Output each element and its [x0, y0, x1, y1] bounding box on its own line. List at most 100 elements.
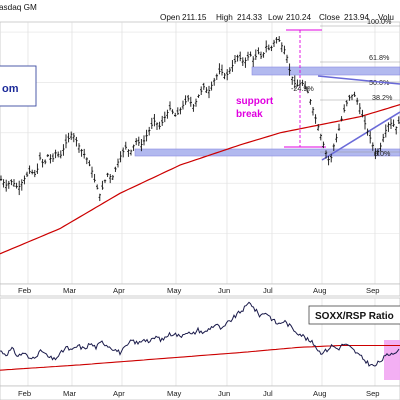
ohlc-bar	[213, 77, 216, 86]
ohlc-bar	[80, 148, 83, 157]
fib-label-100: 100.0%	[367, 17, 392, 26]
ohlc-bar	[93, 173, 96, 183]
ohlc-bar	[85, 157, 88, 165]
ohlc-bar	[23, 175, 26, 185]
ohlc-bar	[145, 129, 148, 142]
ohlc-bar	[335, 133, 338, 143]
ohlc-bar	[311, 107, 315, 116]
ohlc-bar	[142, 135, 146, 146]
gap-label: -24.9%	[291, 84, 314, 93]
month-label-aug: Aug	[313, 286, 327, 295]
ohlc-bar	[337, 123, 341, 131]
ohlc-bar	[363, 115, 367, 130]
month-label-mar: Mar	[63, 286, 77, 295]
ohlc-bar	[369, 131, 372, 144]
ohlc-bar	[44, 159, 47, 165]
ohlc-bar	[254, 49, 257, 60]
ohlc-bar	[265, 40, 268, 53]
ohlc-bar	[309, 98, 312, 105]
bottom-month-jul: Jul	[263, 389, 273, 398]
ohlc-bar	[285, 54, 289, 63]
ohlc-bar	[298, 79, 302, 87]
ohlc-bar	[77, 143, 81, 153]
ohlc-bar	[70, 131, 73, 140]
support-zone-upper	[251, 66, 400, 76]
ohlc-bar	[236, 54, 239, 62]
ohlc-bar	[272, 39, 276, 47]
break-label: break	[236, 109, 263, 120]
bottom-month-feb: Feb	[18, 389, 31, 398]
ohlc-bar	[324, 150, 328, 159]
header-high-label: High	[216, 13, 233, 22]
ohlc-bar	[197, 94, 200, 98]
ohlc-bar	[215, 73, 218, 80]
header-open-label: Open	[160, 13, 180, 22]
ohlc-bar	[103, 179, 107, 184]
ohlc-bar	[96, 184, 99, 190]
ohlc-bar	[392, 119, 395, 127]
month-label-sep: Sep	[366, 286, 380, 295]
month-label-apr: Apr	[113, 286, 125, 295]
ohlc-bar	[124, 141, 127, 150]
ohlc-bar	[233, 54, 237, 64]
ohlc-bar	[119, 151, 122, 163]
ohlc-bar	[12, 179, 16, 187]
ohlc-bar	[15, 182, 18, 189]
ohlc-bar	[257, 47, 260, 55]
ohlc-bar	[127, 149, 130, 157]
ohlc-bar	[2, 179, 5, 188]
ratio-legend-box	[308, 305, 400, 325]
ratio-highlight-zone	[384, 340, 400, 380]
ohlc-bar	[194, 98, 198, 107]
header-symbol: asdaq GM	[0, 3, 37, 12]
ohlc-bar	[184, 95, 187, 105]
ohlc-bar	[38, 152, 42, 161]
ohlc-bar	[153, 113, 156, 127]
ohlc-bar	[20, 179, 23, 191]
ohlc-bar	[275, 37, 278, 44]
bottom-month-jun: Jun	[218, 389, 230, 398]
ohlc-bar	[379, 142, 382, 152]
left-label-box	[0, 65, 37, 107]
support-zone-lower	[134, 148, 400, 157]
ohlc-bar	[226, 69, 229, 81]
ohlc-bar	[220, 64, 224, 76]
ohlc-bar	[332, 143, 335, 152]
bottom-month-may: May	[167, 389, 182, 398]
ohlc-bar	[382, 133, 385, 143]
ohlc-bar	[301, 79, 304, 86]
ohlc-bar	[114, 166, 117, 172]
ohlc-bar	[161, 115, 164, 126]
header-low-value: 210.24	[286, 13, 311, 22]
ohlc-bar	[353, 91, 356, 97]
ohlc-bar	[116, 158, 120, 168]
ohlc-bar	[132, 144, 135, 151]
ohlc-bar	[5, 179, 8, 192]
ohlc-bar	[140, 138, 143, 152]
ohlc-bar	[28, 165, 31, 174]
ohlc-bar	[46, 154, 49, 158]
month-axis-bottom	[0, 385, 400, 400]
bottom-month-sep: Sep	[366, 389, 380, 398]
ohlc-bar	[111, 174, 114, 180]
ohlc-bar	[148, 126, 151, 136]
ohlc-bar	[259, 51, 263, 60]
month-label-feb: Feb	[18, 286, 31, 295]
left-label-text: om	[2, 83, 19, 95]
ohlc-bar	[389, 118, 393, 130]
price-bars	[0, 36, 400, 202]
fib-label-618: 61.8%	[369, 53, 390, 62]
ohlc-bar	[239, 51, 242, 62]
ohlc-bar	[371, 142, 374, 151]
ohlc-bar	[168, 101, 172, 111]
ohlc-bar	[171, 109, 174, 115]
ohlc-bar	[189, 96, 192, 107]
ohlc-bar	[306, 86, 309, 94]
ohlc-bar	[241, 57, 244, 66]
ohlc-bar	[304, 81, 307, 90]
ohlc-bar	[10, 179, 13, 186]
ohlc-bar	[187, 94, 190, 102]
bottom-month-mar: Mar	[63, 389, 77, 398]
ohlc-bar	[59, 150, 62, 159]
